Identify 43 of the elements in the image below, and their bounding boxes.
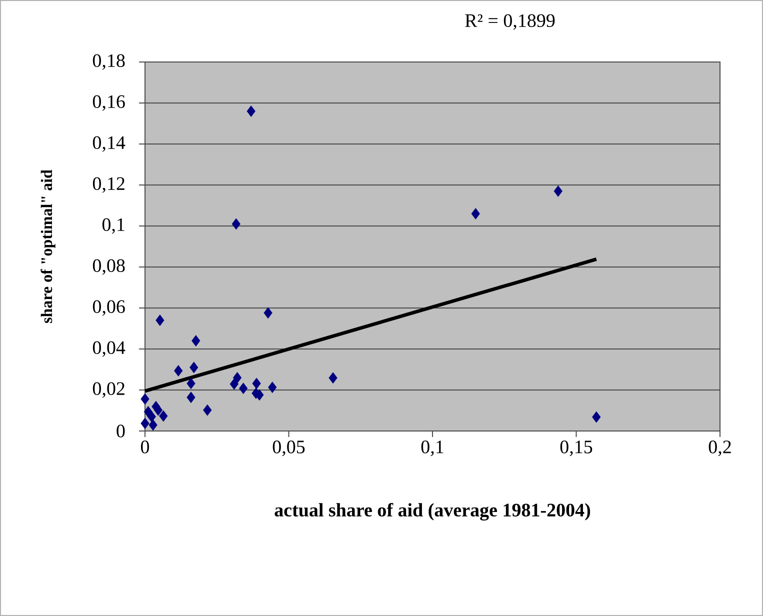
point bbox=[252, 378, 261, 390]
y-tick-label: 0,12 bbox=[92, 177, 124, 193]
y-tick-label: 0,06 bbox=[92, 300, 125, 316]
point bbox=[144, 406, 152, 418]
point bbox=[239, 382, 248, 394]
x-tick-label: 0,1 bbox=[421, 440, 444, 456]
point bbox=[154, 404, 163, 416]
x-tick-label: 0,2 bbox=[708, 440, 731, 456]
point bbox=[554, 185, 562, 197]
point bbox=[192, 335, 200, 346]
x-tick-label: 0,15 bbox=[560, 440, 592, 456]
x-axis-title: actual share of aid (average 1981-2004) bbox=[274, 502, 590, 521]
point bbox=[246, 105, 256, 117]
y-axis-title: share of "optimal" aid bbox=[40, 170, 56, 323]
y-tick-label: 0,18 bbox=[92, 54, 125, 70]
x-tick-label: 0,05 bbox=[272, 440, 305, 456]
y-tick-label: 0,08 bbox=[92, 259, 125, 275]
point bbox=[232, 218, 240, 230]
point bbox=[203, 404, 212, 416]
point bbox=[232, 372, 242, 384]
y-tick-label: 0,1 bbox=[102, 218, 124, 234]
point bbox=[186, 392, 196, 404]
point bbox=[186, 378, 196, 390]
point bbox=[148, 419, 158, 431]
y-tick-label: 0,16 bbox=[92, 95, 125, 111]
y-tick-label: 0,02 bbox=[92, 382, 124, 398]
point bbox=[471, 208, 480, 220]
point bbox=[268, 382, 277, 394]
y-tick-label: 0,14 bbox=[92, 136, 126, 152]
text: R² = 0,1899 bbox=[465, 14, 555, 30]
point bbox=[190, 362, 198, 374]
point bbox=[140, 418, 150, 430]
y-tick-label: 0,04 bbox=[92, 341, 126, 357]
point bbox=[328, 372, 338, 384]
point bbox=[156, 314, 164, 326]
x-tick-label: 0 bbox=[140, 440, 150, 454]
point bbox=[264, 307, 272, 319]
point bbox=[230, 378, 238, 390]
point bbox=[592, 411, 601, 423]
point bbox=[174, 365, 183, 376]
point bbox=[159, 410, 168, 422]
y-tick-label: 0 bbox=[116, 424, 125, 438]
point bbox=[140, 393, 150, 405]
